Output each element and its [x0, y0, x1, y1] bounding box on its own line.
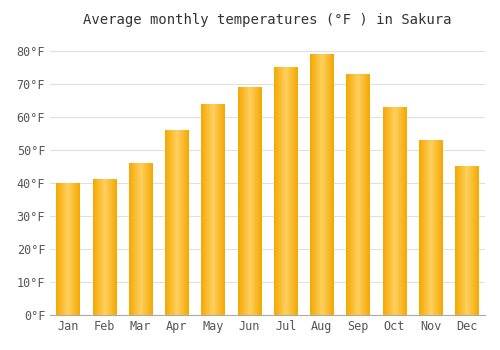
Title: Average monthly temperatures (°F ) in Sakura: Average monthly temperatures (°F ) in Sa… [83, 13, 452, 27]
